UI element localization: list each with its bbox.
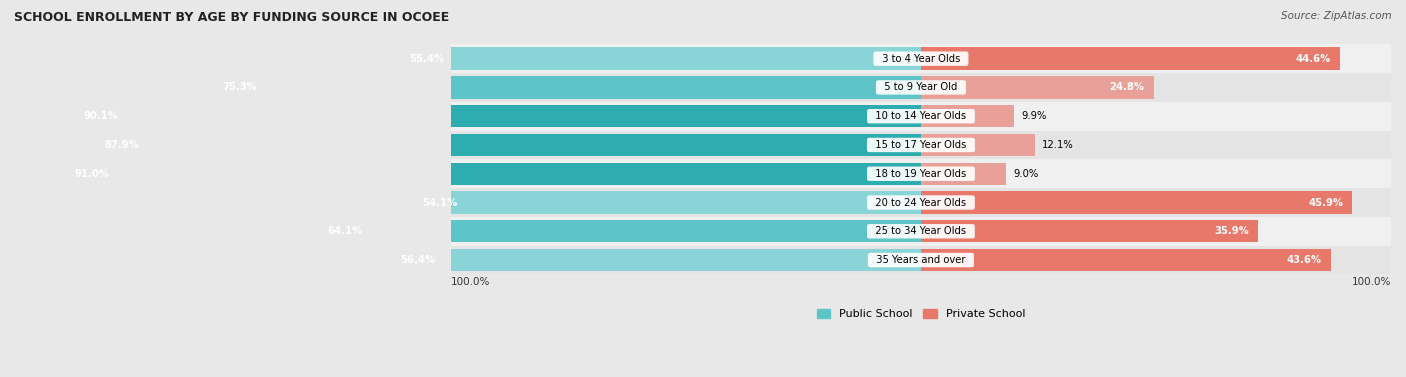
Bar <box>451 159 1391 188</box>
Text: 100.0%: 100.0% <box>1351 277 1391 287</box>
Bar <box>212 76 921 99</box>
Text: 35.9%: 35.9% <box>1215 226 1249 236</box>
Text: SCHOOL ENROLLMENT BY AGE BY FUNDING SOURCE IN OCOEE: SCHOOL ENROLLMENT BY AGE BY FUNDING SOUR… <box>14 11 450 24</box>
Bar <box>451 217 1391 246</box>
Bar <box>391 249 921 271</box>
Bar <box>412 191 921 214</box>
Text: 64.1%: 64.1% <box>328 226 363 236</box>
Bar <box>75 105 921 127</box>
Text: 25 to 34 Year Olds: 25 to 34 Year Olds <box>869 226 973 236</box>
Bar <box>921 191 1353 214</box>
Text: 35 Years and over: 35 Years and over <box>870 255 972 265</box>
Bar <box>921 220 1258 242</box>
Text: 54.1%: 54.1% <box>422 198 457 207</box>
Bar <box>921 76 1154 99</box>
Text: 43.6%: 43.6% <box>1286 255 1322 265</box>
Legend: Public School, Private School: Public School, Private School <box>813 305 1029 323</box>
Bar <box>921 249 1331 271</box>
Text: 100.0%: 100.0% <box>451 277 491 287</box>
Text: 18 to 19 Year Olds: 18 to 19 Year Olds <box>869 169 973 179</box>
Bar <box>66 162 921 185</box>
Bar <box>451 73 1391 102</box>
Text: 45.9%: 45.9% <box>1308 198 1343 207</box>
Text: 55.4%: 55.4% <box>409 54 444 64</box>
Bar <box>921 105 1014 127</box>
Text: 87.9%: 87.9% <box>104 140 139 150</box>
Bar <box>921 134 1035 156</box>
Bar <box>451 188 1391 217</box>
Text: 44.6%: 44.6% <box>1295 54 1331 64</box>
Text: 3 to 4 Year Olds: 3 to 4 Year Olds <box>876 54 966 64</box>
Text: 75.3%: 75.3% <box>222 83 257 92</box>
Text: 90.1%: 90.1% <box>83 111 118 121</box>
Text: 56.4%: 56.4% <box>401 255 436 265</box>
Bar <box>451 102 1391 130</box>
Bar <box>94 134 921 156</box>
Text: 20 to 24 Year Olds: 20 to 24 Year Olds <box>869 198 973 207</box>
Text: 24.8%: 24.8% <box>1109 83 1144 92</box>
Text: 9.9%: 9.9% <box>1022 111 1047 121</box>
Bar <box>401 48 921 70</box>
Text: 15 to 17 Year Olds: 15 to 17 Year Olds <box>869 140 973 150</box>
Bar <box>451 130 1391 159</box>
Bar <box>318 220 921 242</box>
Bar <box>921 162 1005 185</box>
Bar <box>921 48 1340 70</box>
Text: 9.0%: 9.0% <box>1014 169 1038 179</box>
Text: 10 to 14 Year Olds: 10 to 14 Year Olds <box>869 111 973 121</box>
Text: 5 to 9 Year Old: 5 to 9 Year Old <box>879 83 963 92</box>
Text: 91.0%: 91.0% <box>75 169 110 179</box>
Text: Source: ZipAtlas.com: Source: ZipAtlas.com <box>1281 11 1392 21</box>
Text: 12.1%: 12.1% <box>1042 140 1074 150</box>
Bar <box>451 246 1391 274</box>
Bar <box>451 44 1391 73</box>
